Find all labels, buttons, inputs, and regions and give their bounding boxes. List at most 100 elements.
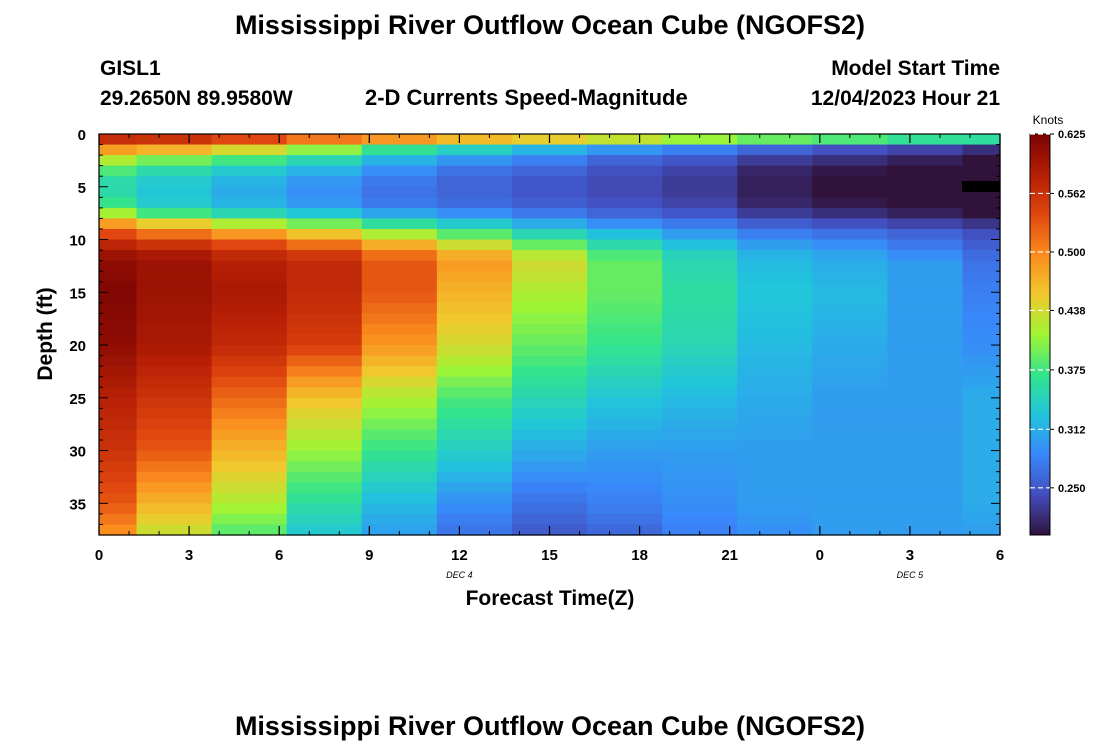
heatmap-cell — [812, 144, 888, 156]
colorbar-tick-label: 0.625 — [1058, 129, 1086, 141]
heatmap-cell — [962, 250, 1001, 262]
heatmap-cell — [211, 165, 288, 177]
heatmap-cell — [737, 313, 813, 325]
heatmap-cell — [587, 461, 663, 473]
heatmap-cell — [812, 429, 888, 441]
heatmap-cell — [887, 334, 964, 346]
heatmap-cell — [211, 440, 288, 452]
heatmap-cell — [286, 281, 363, 293]
y-tick-label: 25 — [69, 391, 86, 408]
heatmap-cell — [286, 250, 363, 262]
colorbar — [1029, 133, 1051, 536]
heatmap-cell — [511, 250, 588, 262]
heatmap-cell — [587, 239, 663, 251]
heatmap-cell — [887, 207, 964, 220]
heatmap-cell — [737, 165, 813, 177]
heatmap-cell — [887, 292, 964, 304]
heatmap-cell — [136, 366, 213, 378]
heatmap-cell — [587, 471, 663, 483]
heatmap-cell — [136, 144, 213, 156]
heatmap-cell — [887, 471, 964, 483]
heatmap-cell — [136, 376, 213, 388]
heatmap-cell — [511, 239, 588, 251]
heatmap-cell — [511, 271, 588, 283]
heatmap-cell — [587, 408, 663, 420]
heatmap-cell — [737, 292, 813, 304]
heatmap-cell — [361, 228, 438, 241]
heatmap-cell — [211, 429, 288, 441]
heatmap-cell — [361, 345, 438, 357]
heatmap-cell — [286, 260, 363, 272]
heatmap-cell — [136, 471, 213, 483]
heatmap-cell — [211, 292, 288, 304]
heatmap-cell — [99, 418, 138, 431]
heatmap-cell — [737, 260, 813, 272]
heatmap-cell — [737, 397, 813, 409]
heatmap-cell — [436, 376, 513, 388]
heatmap-cell — [136, 186, 213, 198]
heatmap-cell — [286, 397, 363, 409]
heatmap-cell — [211, 144, 288, 156]
heatmap-cell — [436, 471, 513, 483]
heatmap-cell — [286, 418, 363, 431]
heatmap-cell — [211, 450, 288, 462]
heatmap-cell — [887, 271, 964, 283]
heatmap-cell — [136, 239, 213, 251]
heatmap-cell — [136, 492, 213, 504]
heatmap-cell — [286, 387, 363, 399]
heatmap-cell — [211, 387, 288, 399]
heatmap-cell — [587, 387, 663, 399]
heatmap-cell — [737, 471, 813, 483]
heatmap-cell — [136, 228, 213, 241]
heatmap-cell — [962, 366, 1001, 378]
heatmap-cell — [662, 366, 738, 378]
heatmap-cell — [962, 186, 1001, 198]
heatmap-cell — [361, 376, 438, 388]
heatmap-cell — [361, 197, 438, 209]
heatmap-cell — [737, 134, 813, 146]
heatmap-cell — [136, 345, 213, 357]
heatmap-cell — [211, 228, 288, 241]
heatmap-cell — [812, 482, 888, 494]
y-tick-label: 15 — [69, 285, 86, 302]
heatmap-cell — [511, 492, 588, 504]
heatmap-cell — [286, 176, 363, 188]
heatmap-cell — [361, 418, 438, 431]
heatmap-cell — [136, 524, 213, 536]
heatmap-cell — [887, 302, 964, 314]
heatmap-cell — [737, 144, 813, 156]
heatmap-cell — [587, 176, 663, 188]
heatmap-cell — [361, 271, 438, 283]
heatmap-cell — [361, 513, 438, 526]
heatmap-cell — [211, 218, 288, 230]
heatmap-cell — [436, 155, 513, 167]
heatmap-cell — [211, 513, 288, 526]
heatmap-cell — [136, 218, 213, 230]
heatmap-cell — [511, 302, 588, 314]
heatmap-cell — [511, 408, 588, 420]
heatmap-cell — [436, 218, 513, 230]
chart-title: Mississippi River Outflow Ocean Cube (NG… — [234, 10, 866, 40]
heatmap-cell — [99, 513, 138, 526]
heatmap-cell — [136, 197, 213, 209]
heatmap-cell — [211, 271, 288, 283]
heatmap-cell — [812, 376, 888, 388]
heatmap-cell — [511, 207, 588, 220]
heatmap-cell — [737, 366, 813, 378]
heatmap-cell — [211, 176, 288, 188]
heatmap-cell — [99, 239, 138, 251]
heatmap-cell — [587, 260, 663, 272]
heatmap-cell — [211, 334, 288, 346]
heatmap-cell — [361, 186, 438, 198]
heatmap-cell — [99, 387, 138, 399]
heatmap-cell — [99, 376, 138, 388]
heatmap-cell — [286, 366, 363, 378]
heatmap-cell — [662, 281, 738, 293]
heatmap-cell — [887, 144, 964, 156]
heatmap-cell — [587, 418, 663, 431]
heatmap-cell — [211, 239, 288, 251]
heatmap-cell — [286, 271, 363, 283]
heatmap-cell — [812, 260, 888, 272]
heatmap-cell — [737, 186, 813, 198]
heatmap-cell — [511, 144, 588, 156]
